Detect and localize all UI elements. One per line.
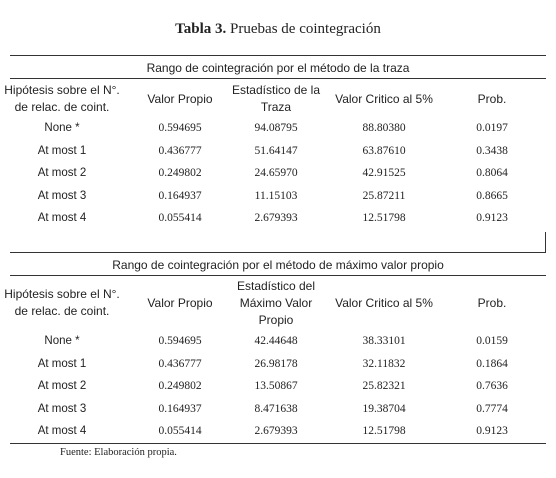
cell: 32.11832 (362, 358, 406, 370)
cell: 26.98178 (254, 358, 298, 370)
cell: 25.87211 (362, 190, 406, 202)
table-caption: Pruebas de cointegración (230, 21, 381, 37)
cell: 24.65970 (254, 167, 298, 179)
cell: 0.594695 (158, 122, 202, 134)
row-label: At most 4 (37, 212, 87, 224)
column-header: Valor Propio (147, 295, 212, 312)
header-line: Prob. (477, 295, 507, 310)
cell: 0.3438 (476, 145, 508, 157)
cell: 13.50867 (254, 380, 298, 392)
rule (10, 55, 546, 56)
cell: 42.44648 (254, 335, 298, 347)
header-line: Valor Propio (147, 295, 213, 310)
row-label: None * (44, 122, 80, 134)
table-label: Tabla 3. (175, 21, 227, 37)
row-label: At most 1 (37, 358, 87, 370)
cell: 0.594695 (158, 335, 202, 347)
header-line: Estadístico de la (231, 83, 321, 97)
cell: 11.15103 (254, 190, 298, 202)
header-line: Máximo Valor (239, 295, 313, 310)
cell: 0.0197 (476, 122, 508, 134)
cell: 12.51798 (362, 212, 406, 224)
header-line: Hipótesis sobre el N°. (4, 287, 120, 301)
row-label: At most 4 (37, 425, 87, 437)
section-title: Rango de cointegración por el método de … (146, 61, 410, 75)
column-header: Valor Propio (147, 91, 212, 108)
header-line: Valor Critico al 5% (335, 295, 433, 310)
cell: 0.1864 (476, 358, 508, 370)
footer: Fuente: Elaboración propia. (60, 447, 177, 458)
header-line: de relac. de coint. (14, 304, 110, 318)
cell: 8.471638 (254, 403, 298, 415)
row-label: At most 2 (37, 380, 87, 392)
header-line: Traza (260, 100, 292, 114)
rule (10, 78, 546, 79)
cell: 38.33101 (362, 335, 406, 347)
cell: 12.51798 (362, 425, 406, 437)
cell: 0.249802 (158, 167, 202, 179)
cell: 0.9123 (476, 425, 508, 437)
cell: 0.7636 (476, 380, 508, 392)
rule (10, 252, 546, 253)
cell: 0.0159 (476, 335, 508, 347)
column-header: Hipótesis sobre el N°. de relac. de coint… (4, 286, 120, 320)
column-header: Hipótesis sobre el N°. de relac. de coint… (4, 82, 120, 116)
cell: 0.9123 (476, 212, 508, 224)
row-label: At most 3 (37, 403, 87, 415)
column-header: Estadístico de la Traza (232, 82, 320, 116)
cell: 0.164937 (158, 190, 202, 202)
column-header: Valor Critico al 5% (335, 91, 433, 108)
cell: 94.08795 (254, 122, 298, 134)
column-header: Prob. (478, 91, 507, 108)
rule (545, 232, 546, 252)
cell: 88.80380 (362, 122, 406, 134)
column-header: Estadístico del Máximo Valor Propio (237, 278, 315, 329)
row-label: At most 2 (37, 167, 87, 179)
cell: 0.7774 (476, 403, 508, 415)
row-label: At most 3 (37, 190, 87, 202)
header-line: de relac. de coint. (14, 100, 110, 114)
cell: 0.8064 (476, 167, 508, 179)
cell: 19.38704 (362, 403, 406, 415)
row-label: None * (44, 335, 80, 347)
cell: 0.436777 (158, 145, 202, 157)
cell: 0.164937 (158, 403, 202, 415)
cell: 25.82321 (362, 380, 406, 392)
cell: 51.64147 (254, 145, 298, 157)
cell: 63.87610 (362, 145, 406, 157)
cell: 0.436777 (158, 358, 202, 370)
header-line: Propio (258, 312, 294, 327)
header-line: Valor Critico al 5% (335, 91, 433, 106)
header-line: Valor Propio (147, 91, 213, 106)
cell: 2.679393 (254, 425, 298, 437)
cell: 2.679393 (254, 212, 298, 224)
rule (10, 443, 546, 444)
row-label: At most 1 (37, 145, 87, 157)
cell: 0.8665 (476, 190, 508, 202)
cell: 0.249802 (158, 380, 202, 392)
table-title: Tabla 3. Pruebas de cointegración (0, 21, 556, 38)
header-line: Estadístico del (236, 278, 316, 293)
cell: 0.055414 (158, 425, 202, 437)
column-header: Prob. (478, 295, 507, 312)
section-title: Rango de cointegración por el método de … (112, 258, 444, 272)
column-header: Valor Critico al 5% (335, 295, 433, 312)
rule (10, 275, 546, 276)
header-line: Hipótesis sobre el N°. (4, 83, 120, 97)
header-line: Prob. (477, 91, 507, 106)
cell: 42.91525 (362, 167, 406, 179)
cell: 0.055414 (158, 212, 202, 224)
